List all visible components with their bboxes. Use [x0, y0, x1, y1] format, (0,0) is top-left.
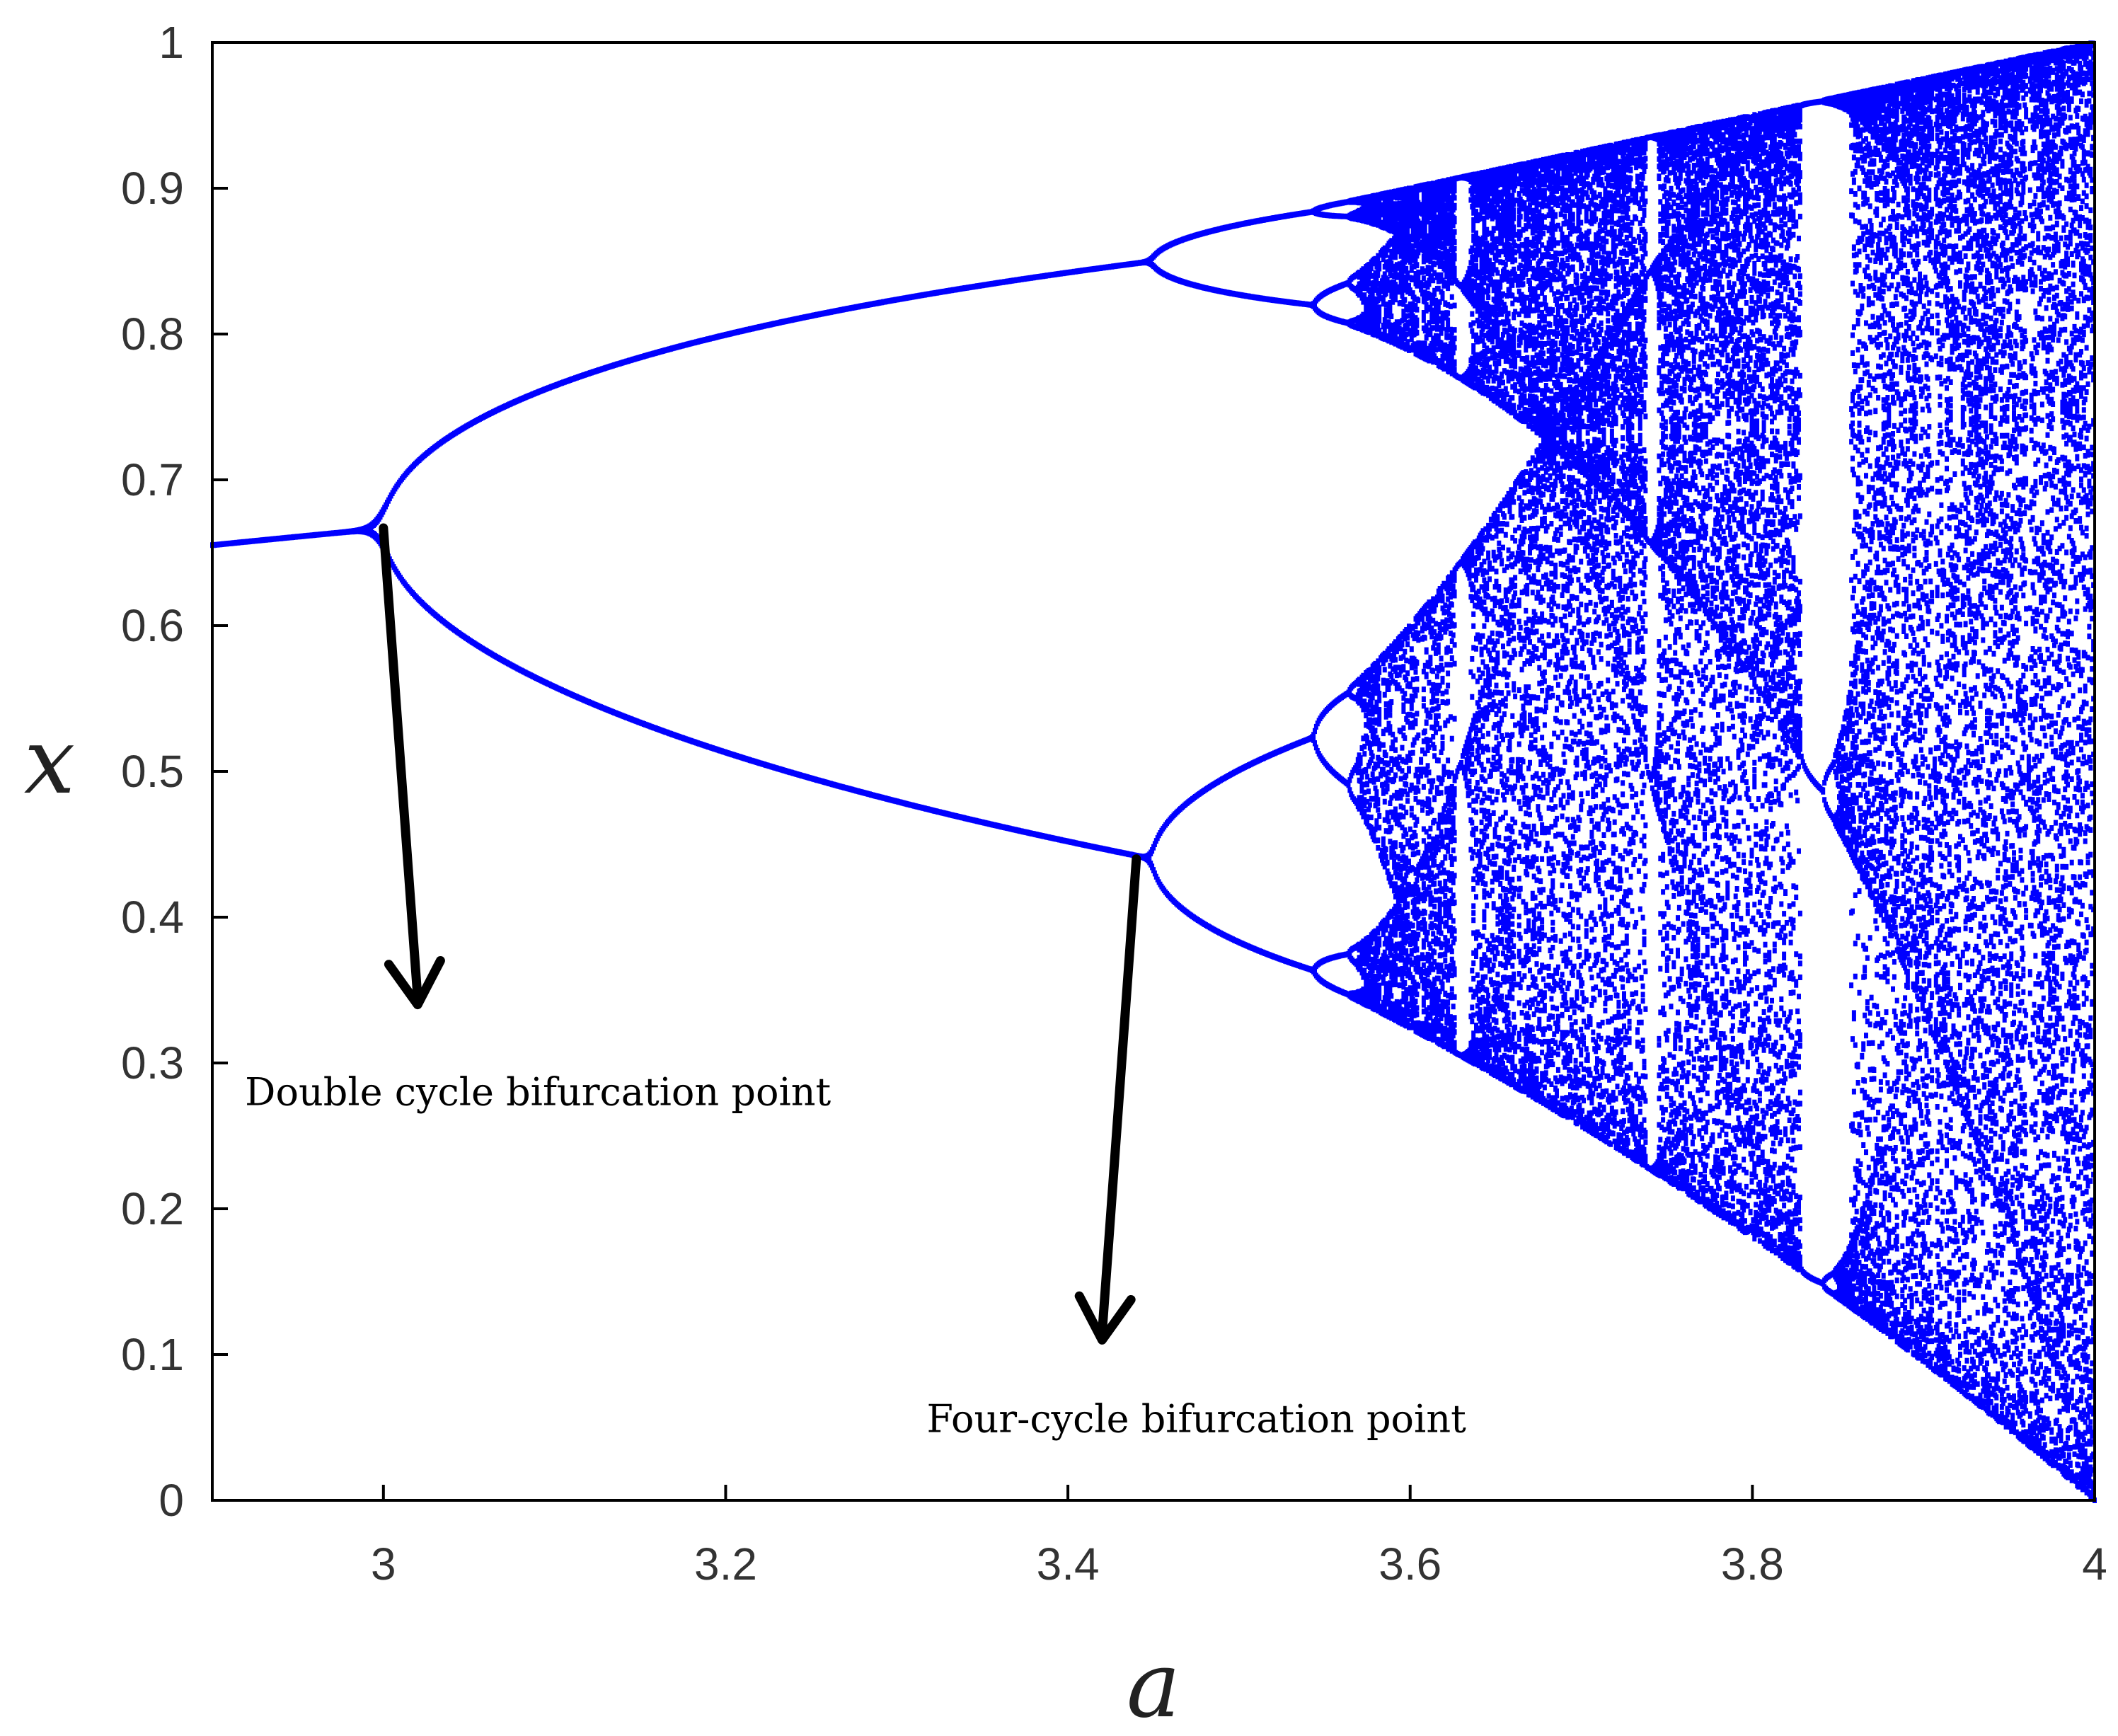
- series-points: [210, 40, 2097, 1503]
- x-axis: 3 3.2 3.4 3.6 3.8 4: [371, 1485, 2107, 1590]
- y-tick-label: 1: [159, 17, 184, 68]
- annotation-label: Double cycle bifurcation point: [245, 1070, 831, 1115]
- x-tick-label: 3.6: [1379, 1539, 1441, 1590]
- y-tick-label: 0: [159, 1475, 184, 1526]
- y-tick-label: 0.5: [121, 746, 184, 797]
- annotation-arrowhead: [384, 955, 445, 1010]
- y-tick-label: 0.7: [121, 454, 184, 505]
- annotations: Double cycle bifurcation point Four-cycle…: [245, 523, 1466, 1441]
- y-tick-label: 0.1: [121, 1329, 184, 1380]
- x-tick-label: 3.8: [1721, 1539, 1784, 1590]
- x-axis-label: a: [1127, 1633, 1180, 1736]
- y-axis-label: x: [24, 709, 75, 815]
- x-tick-label: 3: [371, 1539, 396, 1590]
- x-tick-label: 3.4: [1037, 1539, 1100, 1590]
- y-tick-label: 0.4: [121, 892, 184, 943]
- x-tick-label: 3.2: [694, 1539, 757, 1590]
- annotation-arrow: [1097, 854, 1141, 1338]
- y-tick-label: 0.9: [121, 163, 184, 214]
- x-tick-label: 4: [2082, 1539, 2107, 1590]
- y-tick-label: 0.8: [121, 309, 184, 360]
- y-tick-label: 0.6: [121, 600, 184, 651]
- y-tick-label: 0.2: [121, 1183, 184, 1234]
- y-tick-label: 0.3: [121, 1037, 184, 1088]
- annotation-label: Four-cycle bifurcation point: [926, 1396, 1466, 1441]
- annotation-arrowhead: [1074, 1291, 1136, 1345]
- annotation-arrow: [379, 523, 422, 1003]
- bifurcation-points: [210, 40, 2097, 1503]
- y-axis: 0 0.1 0.2 0.3 0.4 0.5 0.6 0.7 0.8 0.9 1: [121, 17, 228, 1526]
